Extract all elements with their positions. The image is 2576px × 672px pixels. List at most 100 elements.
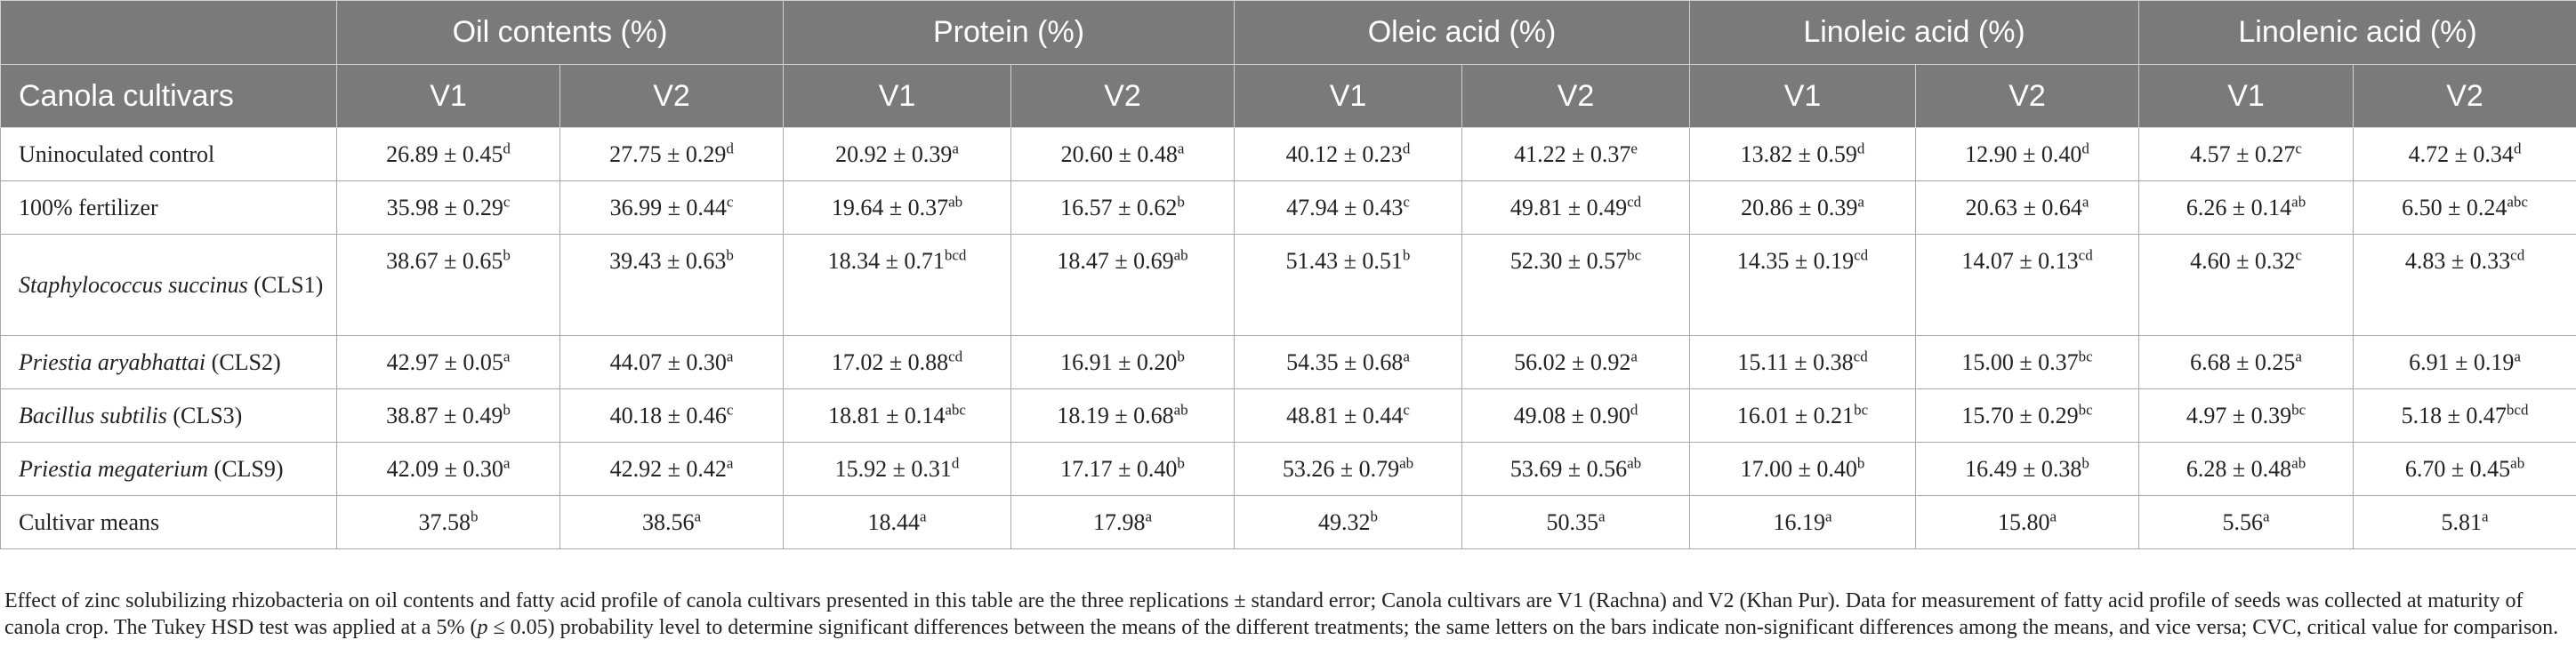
cell-value: 13.82 ± 0.59: [1740, 140, 1857, 167]
table-row: 100% fertilizer 35.98 ± 0.29c 36.99 ± 0.44…: [0, 180, 2576, 235]
group-header-oil-contents: Oil contents (%): [335, 0, 785, 65]
cell-value: 4.72 ± 0.34: [2408, 140, 2514, 167]
cell-significance-letter: b: [471, 507, 479, 524]
cell-value: 14.07 ± 0.13: [1961, 248, 2079, 274]
cell-value: 48.81 ± 0.44: [1286, 402, 1404, 428]
table-cell: 17.98a: [1010, 495, 1236, 549]
cell-significance-letter: bcd: [2506, 400, 2529, 418]
cell-significance-letter: cd: [2078, 246, 2093, 264]
cell-value: 16.01 ± 0.21: [1736, 402, 1855, 428]
row-label-text: (CLS3): [173, 402, 243, 428]
cell-value: 26.89 ± 0.45: [386, 140, 503, 167]
column-header-v1: V1: [1689, 64, 1917, 128]
row-label-text: (CLS2): [211, 348, 281, 375]
cell-significance-letter: d: [951, 453, 960, 471]
table-cell: 18.81 ± 0.14abc: [783, 388, 1012, 443]
cell-value: 16.57 ± 0.62: [1060, 194, 1178, 220]
table-cell: 20.63 ± 0.64a: [1915, 180, 2140, 235]
cell-value: 17.17 ± 0.40: [1060, 455, 1178, 482]
cell-significance-letter: c: [1403, 400, 1410, 418]
cell-value: 15.80: [1998, 508, 2050, 535]
table-cell: 39.43 ± 0.63b: [559, 234, 785, 336]
cell-significance-letter: ab: [1173, 400, 1188, 418]
cell-value: 19.64 ± 0.37: [831, 194, 949, 220]
row-label: Cultivar means: [0, 495, 337, 549]
table-cell: 5.18 ± 0.47bcd: [2353, 388, 2576, 443]
cell-value: 54.35 ± 0.68: [1286, 348, 1404, 375]
cell-value: 42.92 ± 0.42: [609, 455, 727, 482]
cell-significance-letter: a: [2049, 507, 2057, 524]
cell-value: 4.97 ± 0.39: [2186, 402, 2292, 428]
table-cell: 5.81a: [2353, 495, 2576, 549]
column-header-v1: V1: [1234, 64, 1463, 128]
cell-value: 5.56: [2222, 508, 2264, 535]
table-cell: 6.28 ± 0.48ab: [2138, 442, 2355, 496]
table-cell: 38.87 ± 0.49b: [336, 388, 560, 443]
cell-value: 15.00 ± 0.37: [1961, 348, 2079, 375]
table-cell: 47.94 ± 0.43c: [1234, 180, 1463, 235]
column-header-v2: V2: [559, 64, 785, 128]
cell-value: 14.35 ± 0.19: [1736, 248, 1855, 274]
cell-significance-letter: c: [726, 192, 734, 210]
cell-significance-letter: d: [726, 139, 734, 156]
cell-value: 17.00 ± 0.40: [1740, 455, 1857, 482]
table-cell: 4.60 ± 0.32c: [2138, 234, 2355, 336]
cell-value: 4.60 ± 0.32: [2190, 248, 2296, 274]
table-cell: 16.01 ± 0.21bc: [1689, 388, 1917, 443]
cell-value: 15.11 ± 0.38: [1737, 348, 1854, 375]
table-cell: 35.98 ± 0.29c: [336, 180, 560, 235]
row-label: Uninoculated control: [0, 127, 337, 181]
row-label-species: Priestia aryabhattai: [19, 348, 206, 375]
cell-value: 18.47 ± 0.69: [1057, 248, 1174, 274]
cell-significance-letter: cd: [1854, 246, 1869, 264]
row-label-species: Staphylococcus succinus: [19, 271, 248, 298]
table-cell: 19.64 ± 0.37ab: [783, 180, 1012, 235]
cell-value: 17.02 ± 0.88: [831, 348, 949, 375]
row-label-text: (CLS1): [254, 271, 324, 298]
cell-significance-letter: b: [1370, 507, 1379, 524]
cell-significance-letter: bc: [1627, 246, 1642, 264]
cell-value: 20.92 ± 0.39: [835, 140, 953, 167]
table-cell: 16.91 ± 0.20b: [1010, 335, 1236, 389]
table-cell: 4.72 ± 0.34d: [2353, 127, 2576, 181]
table-cell: 40.12 ± 0.23d: [1234, 127, 1463, 181]
cell-value: 4.83 ± 0.33: [2404, 248, 2511, 274]
row-label-text: (CLS9): [213, 455, 284, 482]
cell-significance-letter: abc: [945, 400, 966, 418]
cell-significance-letter: a: [1630, 347, 1638, 364]
cell-significance-letter: d: [1856, 139, 1865, 156]
cell-value: 49.81 ± 0.49: [1509, 194, 1628, 220]
table-cell: 15.92 ± 0.31d: [783, 442, 1012, 496]
group-header-linoleic-acid: Linoleic acid (%): [1689, 0, 2140, 65]
cell-value: 12.90 ± 0.40: [1965, 140, 2082, 167]
cell-significance-letter: a: [1857, 192, 1864, 210]
cell-significance-letter: a: [919, 507, 927, 524]
row-label: Staphylococcus succinus (CLS1): [0, 234, 337, 336]
column-header-v1: V1: [336, 64, 560, 128]
row-label: Priestia megaterium (CLS9): [0, 442, 337, 496]
table-cell: 40.18 ± 0.46c: [559, 388, 785, 443]
table-cell: 37.58b: [336, 495, 560, 549]
cell-significance-letter: e: [1630, 139, 1638, 156]
cell-significance-letter: ab: [1627, 453, 1642, 471]
table-cell: 15.80a: [1915, 495, 2140, 549]
cell-significance-letter: b: [1856, 453, 1865, 471]
column-header-v1: V1: [2138, 64, 2355, 128]
table-cell: 16.49 ± 0.38b: [1915, 442, 2140, 496]
cell-significance-letter: d: [1630, 400, 1638, 418]
cell-significance-letter: ab: [1173, 246, 1188, 264]
cell-significance-letter: b: [726, 246, 734, 264]
cell-value: 56.02 ± 0.92: [1514, 348, 1631, 375]
cell-value: 6.50 ± 0.24: [2402, 194, 2508, 220]
column-header-v2: V2: [2353, 64, 2576, 128]
group-header-linolenic-acid: Linolenic acid (%): [2138, 0, 2576, 65]
cell-value: 53.26 ± 0.79: [1282, 455, 1400, 482]
column-header-v2: V2: [1010, 64, 1236, 128]
cell-significance-letter: ab: [948, 192, 963, 210]
table-cell: 53.26 ± 0.79ab: [1234, 442, 1463, 496]
column-header-v1: V1: [783, 64, 1012, 128]
cell-value: 36.99 ± 0.44: [609, 194, 727, 220]
cell-significance-letter: b: [1177, 192, 1185, 210]
table-row: Cultivar means 37.58b 38.56a 18.44a 17.98a 49…: [0, 495, 2576, 549]
cell-significance-letter: c: [2295, 139, 2302, 156]
